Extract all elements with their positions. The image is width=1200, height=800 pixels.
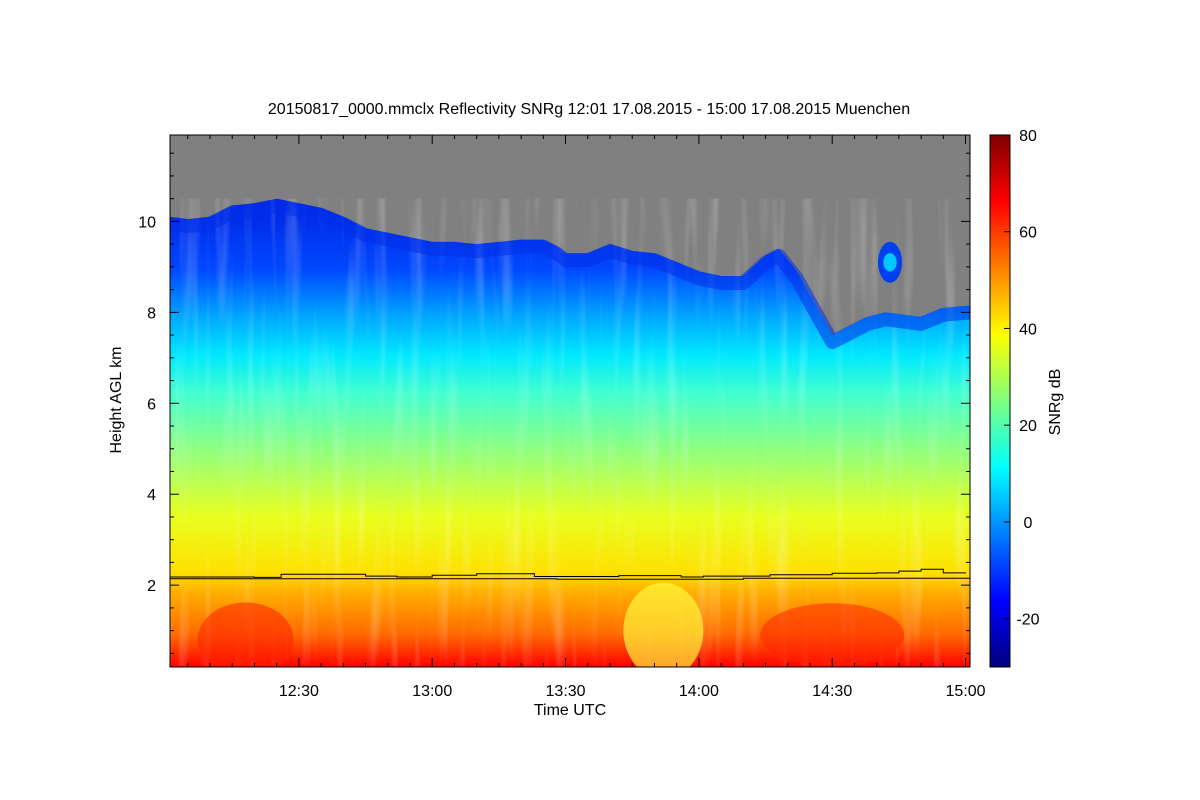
colorbar-ticks: 80 60 40 20 0 -20 xyxy=(1004,128,1040,629)
y-axis: 2 4 6 8 10 xyxy=(138,152,970,654)
colorbar-tick-label: -20 xyxy=(1016,612,1039,629)
y-tick-label: 2 xyxy=(147,578,156,595)
colorbar-scale xyxy=(989,134,1011,668)
boundary-layer-strong-echo xyxy=(197,602,294,667)
x-tick-label: 13:00 xyxy=(412,683,452,700)
x-axis-label: Time UTC xyxy=(534,702,606,719)
y-tick-label: 6 xyxy=(147,396,156,413)
fall-streak-texture xyxy=(170,198,970,667)
cloud-top-dark-band xyxy=(170,198,970,350)
y-tick-label: 8 xyxy=(147,305,156,322)
x-tick-label: 14:30 xyxy=(812,683,852,700)
plot-area xyxy=(170,135,970,667)
y-tick-label: 4 xyxy=(147,487,156,504)
x-tick-label: 15:00 xyxy=(946,683,986,700)
y-tick-label: 10 xyxy=(138,214,156,231)
colorbar-tick-label: 80 xyxy=(1019,128,1037,145)
boundary-layer-height-line-smooth xyxy=(170,577,970,580)
plot-frame xyxy=(169,134,971,668)
colorbar-tick-label: 20 xyxy=(1019,418,1037,435)
x-tick-label: 13:30 xyxy=(546,683,586,700)
x-tick-label: 14:00 xyxy=(679,683,719,700)
colorbar-label: SNRg dB xyxy=(1047,369,1064,436)
colorbar-tick-label: 0 xyxy=(1024,515,1033,532)
y-axis-label: Height AGL km xyxy=(108,346,125,453)
boundary-layer-weak-echo xyxy=(623,582,704,667)
boundary-layer-height-line xyxy=(170,568,967,578)
colorbar: 80 60 40 20 0 -20 xyxy=(989,128,1040,668)
x-axis: 12:30 13:00 13:30 14:00 14:30 15:00 xyxy=(187,135,986,700)
x-tick-label: 12:30 xyxy=(279,683,319,700)
boundary-layer-strong-echo xyxy=(760,603,905,667)
chart-title: 20150817_0000.mmclx Reflectivity SNRg 12… xyxy=(268,101,910,118)
colorbar-tick-label: 40 xyxy=(1019,321,1037,338)
colorbar-tick-label: 60 xyxy=(1019,225,1037,242)
detached-cloud-core xyxy=(883,253,897,272)
